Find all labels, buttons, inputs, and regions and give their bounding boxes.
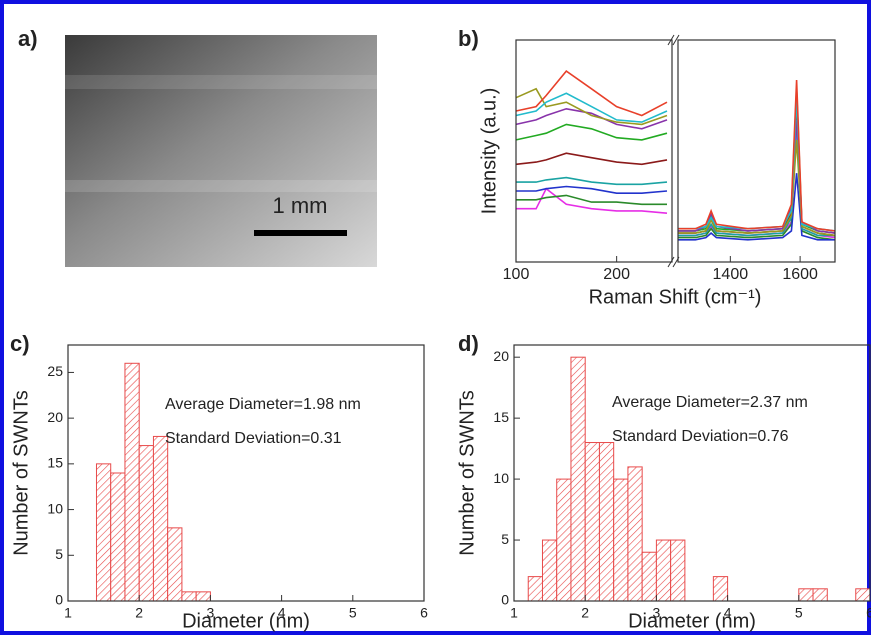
y-tick-label: 10 — [493, 470, 509, 486]
x-tick-label: 6 — [420, 605, 428, 621]
bar — [670, 539, 686, 602]
stripe — [65, 75, 377, 89]
stripe — [65, 180, 377, 192]
bar — [195, 591, 211, 602]
plot-frame — [515, 39, 673, 263]
spectrum — [516, 194, 667, 206]
bar — [541, 539, 558, 602]
x-tick-label: 6 — [866, 605, 871, 621]
bar — [138, 445, 154, 602]
x-tick-label: 1 — [510, 605, 518, 621]
bar — [124, 362, 140, 602]
y-tick-label: 5 — [501, 531, 509, 547]
y-axis-label: Number of SWNTs — [10, 390, 32, 556]
spectrum — [678, 102, 836, 241]
spectrum — [678, 139, 836, 237]
bar — [95, 463, 112, 602]
y-tick-label: 5 — [55, 546, 63, 562]
bar — [598, 442, 615, 602]
spectrum — [516, 187, 668, 214]
x-tick-label: 200 — [603, 266, 630, 283]
y-tick-label: 0 — [55, 592, 63, 608]
spectrum — [515, 107, 668, 130]
y-tick-label: 20 — [493, 348, 509, 364]
bar — [527, 576, 543, 602]
bar — [855, 588, 871, 602]
bar — [152, 435, 169, 602]
spectrum — [515, 123, 668, 141]
y-tick-label: 0 — [501, 592, 509, 608]
x-tick-label: 2 — [135, 605, 143, 621]
spectrum — [515, 70, 668, 117]
spectrum — [515, 92, 668, 123]
x-tick-label: 100 — [503, 266, 530, 283]
bar — [798, 588, 814, 602]
y-tick-label: 10 — [47, 500, 63, 516]
spectrum — [516, 185, 668, 194]
bar — [613, 478, 629, 602]
annotation: Standard Deviation=0.76 — [612, 428, 789, 445]
x-tick-label: 4 — [278, 605, 286, 621]
x-tick-label: 2 — [581, 605, 589, 621]
panel-label: d) — [458, 331, 479, 356]
spectrum — [515, 87, 668, 126]
y-tick-label: 15 — [493, 409, 509, 425]
x-tick-label: 1 — [64, 605, 72, 621]
annotation: Average Diameter=1.98 nm — [165, 396, 361, 413]
scale-bar-label: 1 mm — [273, 193, 328, 218]
x-tick-label: 3 — [207, 605, 215, 621]
x-tick-label: 5 — [349, 605, 357, 621]
plot-frame — [677, 39, 836, 263]
x-axis-label: Diameter (nm) — [182, 610, 310, 632]
panel-label: b) — [458, 26, 479, 51]
panel-label: c) — [10, 331, 30, 356]
bar — [110, 472, 126, 602]
bar — [167, 527, 183, 602]
spectrum — [678, 115, 835, 237]
plot-frame — [67, 344, 425, 602]
y-tick-label: 20 — [47, 409, 63, 425]
x-axis-label: Diameter (nm) — [628, 610, 756, 632]
bar — [627, 466, 643, 602]
bar — [570, 356, 586, 602]
scale-bar — [254, 230, 347, 236]
y-tick-label: 15 — [47, 455, 63, 471]
bar — [584, 442, 600, 602]
x-tick-label: 4 — [724, 605, 732, 621]
spectrum — [678, 79, 836, 232]
plot-frame — [513, 344, 871, 602]
spectrum — [516, 176, 668, 186]
annotation: Average Diameter=2.37 nm — [612, 394, 808, 411]
x-axis-label: Raman Shift (cm⁻¹) — [589, 286, 762, 308]
x-tick-label: 5 — [795, 605, 803, 621]
y-tick-label: 25 — [47, 363, 63, 379]
bar — [641, 551, 657, 602]
spectrum — [678, 173, 835, 241]
spectrum — [515, 152, 668, 166]
panel-label: a) — [18, 26, 38, 51]
bar — [181, 591, 197, 602]
x-tick-label: 1400 — [713, 266, 749, 283]
x-tick-label: 1600 — [782, 266, 818, 283]
y-axis-label: Intensity (a.u.) — [478, 88, 500, 215]
x-tick-label: 3 — [653, 605, 661, 621]
y-axis-label: Number of SWNTs — [456, 390, 478, 556]
bar — [712, 576, 729, 602]
micrograph — [65, 35, 377, 267]
annotation: Standard Deviation=0.31 — [165, 430, 342, 447]
bar — [812, 588, 828, 602]
bar — [655, 539, 672, 602]
bar — [556, 478, 572, 602]
